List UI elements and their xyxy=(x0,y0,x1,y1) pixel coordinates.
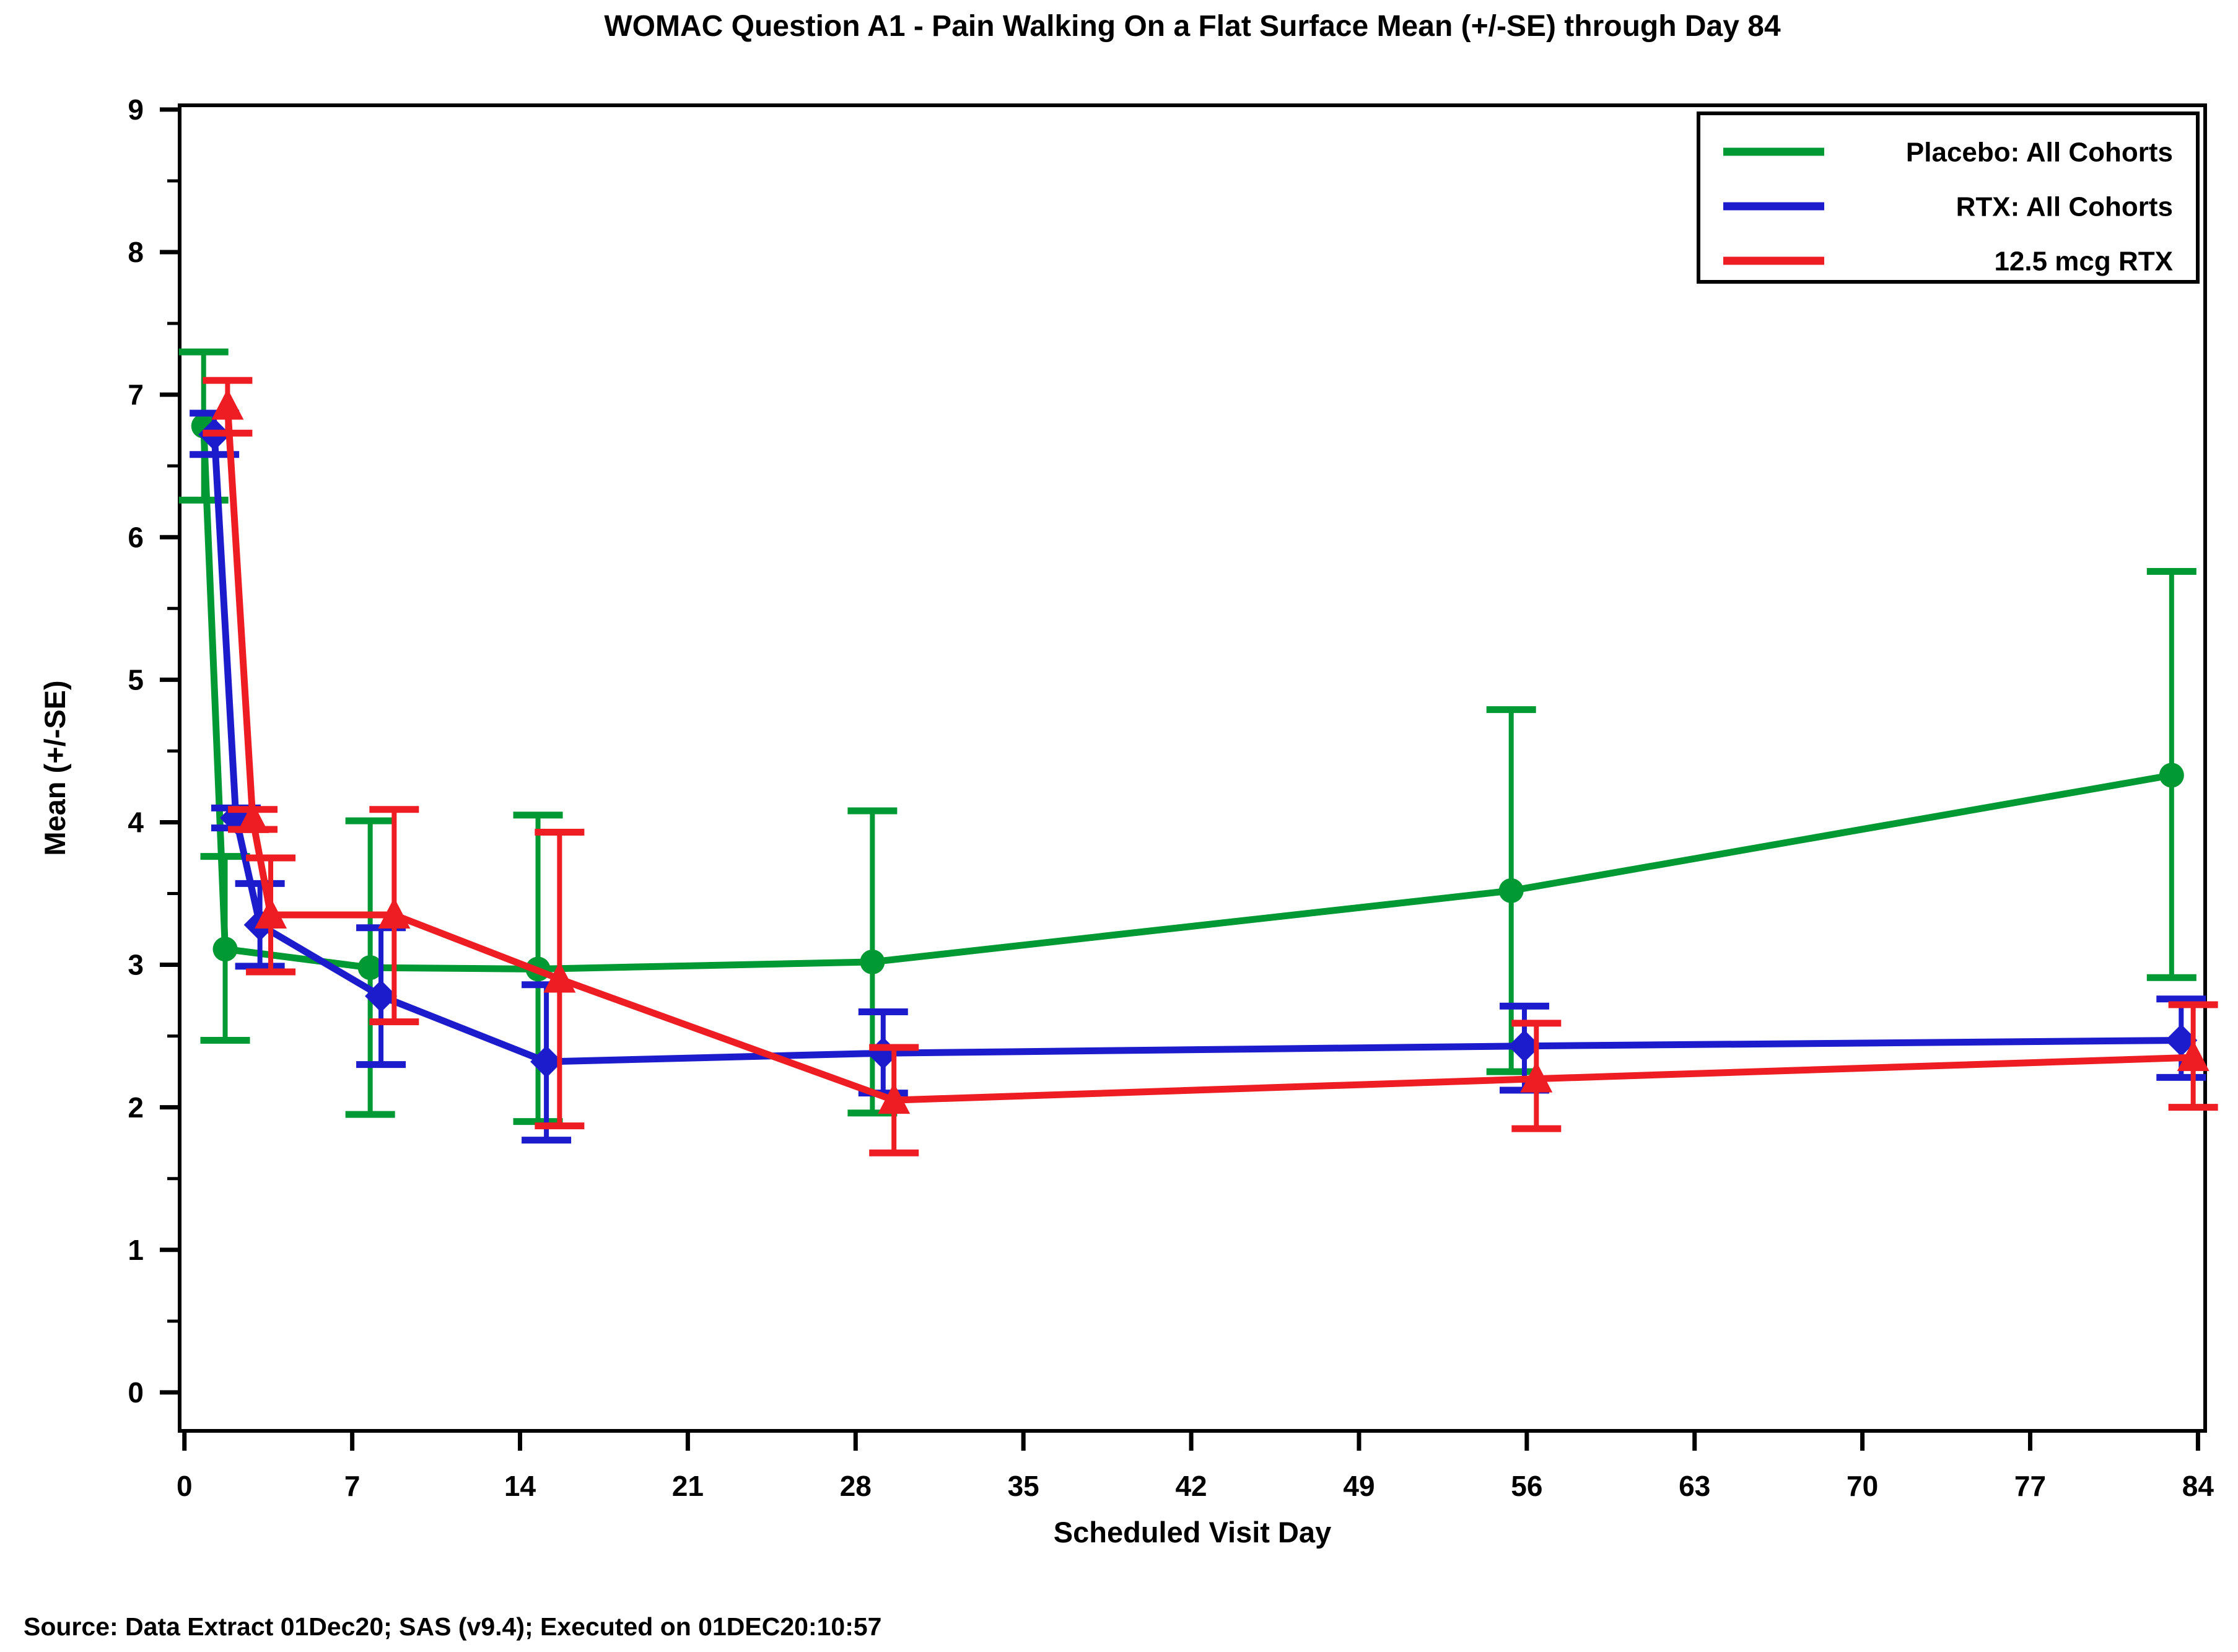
data-point-marker xyxy=(860,949,885,974)
plot-frame xyxy=(178,103,2207,1433)
data-point-marker xyxy=(255,898,287,929)
data-point-marker xyxy=(357,955,383,981)
x-tick-label: 84 xyxy=(2182,1470,2214,1502)
x-tick-label: 42 xyxy=(1175,1470,1207,1502)
data-point-marker xyxy=(237,802,269,833)
y-tick-label: 1 xyxy=(128,1234,144,1266)
y-tick-label: 5 xyxy=(128,663,144,696)
y-tick-label: 8 xyxy=(128,236,144,268)
y-tick-label: 3 xyxy=(128,949,144,981)
legend-entry-label: RTX: All Cohorts xyxy=(1956,191,2173,222)
x-tick-label: 49 xyxy=(1343,1470,1375,1502)
x-tick-label: 70 xyxy=(1847,1470,1878,1502)
data-point-marker xyxy=(212,937,238,962)
data-point-marker xyxy=(1520,1061,1553,1093)
series-diamond xyxy=(190,409,2206,1144)
legend-box: Placebo: All Cohorts RTX: All Cohorts 12.5… xyxy=(1697,111,2200,284)
x-tick-label: 0 xyxy=(177,1470,193,1502)
data-point-marker xyxy=(1508,1029,1541,1062)
x-tick-label: 56 xyxy=(1511,1470,1542,1502)
series-line xyxy=(224,406,2193,1104)
source-note: Source: Data Extract 01Dec20; SAS (v9.4)… xyxy=(24,1612,881,1641)
data-point-marker xyxy=(378,898,411,929)
data-point-marker xyxy=(365,980,398,1013)
x-tick-label: 63 xyxy=(1679,1470,1710,1502)
data-point-marker xyxy=(2177,1040,2210,1072)
series-line xyxy=(200,426,2172,972)
y-tick-label: 2 xyxy=(128,1091,144,1124)
x-tick-label: 35 xyxy=(1008,1470,1039,1502)
data-series xyxy=(178,348,2218,1156)
legend-entry-label: Placebo: All Cohorts xyxy=(1906,137,2173,167)
series-line xyxy=(211,434,2182,1065)
data-point-marker xyxy=(1498,878,1524,903)
y-tick-label: 7 xyxy=(128,378,144,411)
data-point-marker xyxy=(211,388,244,420)
y-axis-title: Mean (+/-SE) xyxy=(38,680,71,855)
x-tick-label: 7 xyxy=(344,1470,361,1502)
x-tick-label: 77 xyxy=(2014,1470,2046,1502)
x-tick-label: 28 xyxy=(840,1470,872,1502)
legend-frame xyxy=(1697,111,2200,284)
chart-title: WOMAC Question A1 - Pain Walking On a Fl… xyxy=(604,10,1781,43)
y-axis-ticks: 0 1 2 3 4 5 6 7 8 9 xyxy=(128,94,180,1409)
series-circle xyxy=(178,348,2196,1125)
legend-entry-label: 12.5 mcg RTX xyxy=(1994,246,2173,276)
y-tick-label: 0 xyxy=(128,1376,144,1409)
x-axis-title: Scheduled Visit Day xyxy=(1054,1516,1331,1549)
y-tick-label: 6 xyxy=(128,521,144,553)
data-point-marker xyxy=(530,1046,563,1078)
series-triangle xyxy=(203,377,2218,1156)
x-tick-label: 21 xyxy=(672,1470,704,1502)
y-tick-label: 9 xyxy=(128,94,144,126)
data-point-marker xyxy=(543,961,576,993)
data-point-marker xyxy=(878,1083,911,1114)
x-axis-ticks: 0 7 14 21 28 35 42 49 56 63 70 77 84 xyxy=(177,1431,2214,1502)
x-tick-label: 14 xyxy=(504,1470,536,1502)
data-point-marker xyxy=(2159,763,2184,788)
y-tick-label: 4 xyxy=(128,806,144,839)
